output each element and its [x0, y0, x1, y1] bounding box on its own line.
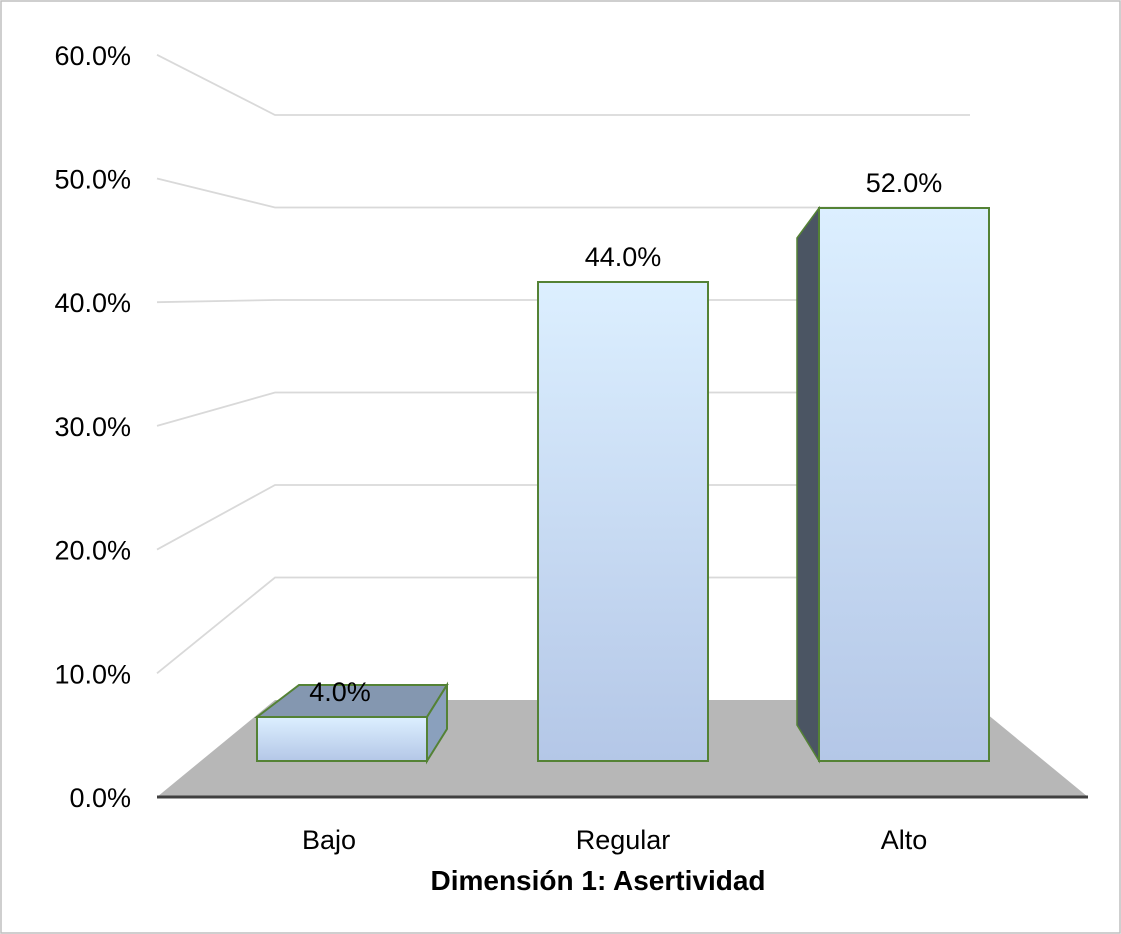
gridline: [156, 391, 970, 427]
x-axis-title: Dimensión 1: Asertividad: [430, 865, 765, 896]
y-tick-label: 60.0%: [54, 41, 131, 71]
bars: [254, 205, 990, 765]
y-tick-label: 10.0%: [54, 659, 131, 689]
x-category-label: Bajo: [302, 825, 356, 855]
data-label: 52.0%: [866, 168, 943, 198]
data-labels: 4.0% 44.0% 52.0%: [309, 168, 942, 707]
y-tick-label: 0.0%: [69, 783, 131, 813]
gridline: [156, 484, 970, 551]
bar: [537, 281, 709, 762]
bar-front-face: [537, 281, 709, 762]
axes: 0.0% 10.0% 20.0% 30.0% 40.0% 50.0% 60.0% Bajo Re…: [54, 41, 1088, 855]
gridlines: [156, 53, 970, 674]
y-tick-label: 50.0%: [54, 165, 131, 195]
bar-front-face: [256, 716, 428, 762]
gridline: [156, 576, 970, 674]
y-tick-label: 20.0%: [54, 536, 131, 566]
bar: [254, 681, 449, 765]
gridline: [156, 53, 970, 116]
bar-side-face: [796, 205, 820, 764]
gridline: [156, 299, 970, 304]
gridline: [156, 177, 970, 209]
y-tick-label: 30.0%: [54, 412, 131, 442]
data-label: 4.0%: [309, 677, 371, 707]
y-tick-label: 40.0%: [54, 288, 131, 318]
bar-front-face: [818, 207, 990, 762]
bar: [796, 205, 990, 764]
x-category-label: Regular: [576, 825, 671, 855]
x-category-label: Alto: [881, 825, 928, 855]
data-label: 44.0%: [585, 242, 662, 272]
